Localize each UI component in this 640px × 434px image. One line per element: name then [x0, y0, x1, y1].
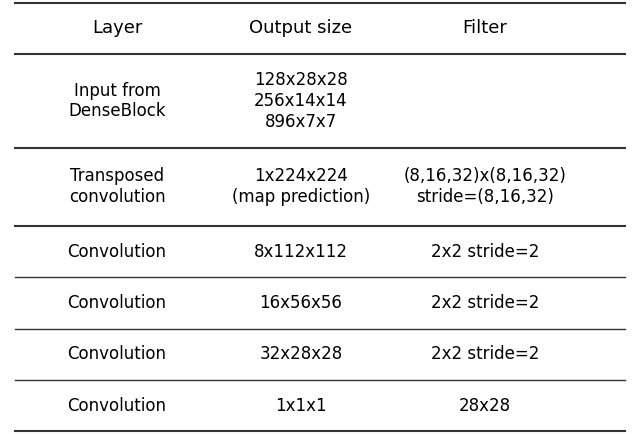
Text: 2x2 stride=2: 2x2 stride=2	[431, 345, 539, 363]
Text: Layer: Layer	[92, 20, 142, 37]
Text: 32x28x28: 32x28x28	[259, 345, 342, 363]
Text: Output size: Output size	[250, 20, 353, 37]
Text: 1x1x1: 1x1x1	[275, 397, 327, 414]
Text: 2x2 stride=2: 2x2 stride=2	[431, 294, 539, 312]
Text: 8x112x112: 8x112x112	[254, 243, 348, 260]
Text: 2x2 stride=2: 2x2 stride=2	[431, 243, 539, 260]
Text: (8,16,32)x(8,16,32)
stride=(8,16,32): (8,16,32)x(8,16,32) stride=(8,16,32)	[403, 168, 566, 206]
Text: Convolution: Convolution	[67, 345, 166, 363]
Text: Transposed
convolution: Transposed convolution	[68, 168, 165, 206]
Text: 28x28: 28x28	[459, 397, 511, 414]
Text: Convolution: Convolution	[67, 294, 166, 312]
Text: Convolution: Convolution	[67, 243, 166, 260]
Text: Input from
DenseBlock: Input from DenseBlock	[68, 82, 166, 120]
Text: Filter: Filter	[463, 20, 508, 37]
Text: 128x28x28
256x14x14
896x7x7: 128x28x28 256x14x14 896x7x7	[254, 71, 348, 131]
Text: 16x56x56: 16x56x56	[260, 294, 342, 312]
Text: Convolution: Convolution	[67, 397, 166, 414]
Text: 1x224x224
(map prediction): 1x224x224 (map prediction)	[232, 168, 370, 206]
